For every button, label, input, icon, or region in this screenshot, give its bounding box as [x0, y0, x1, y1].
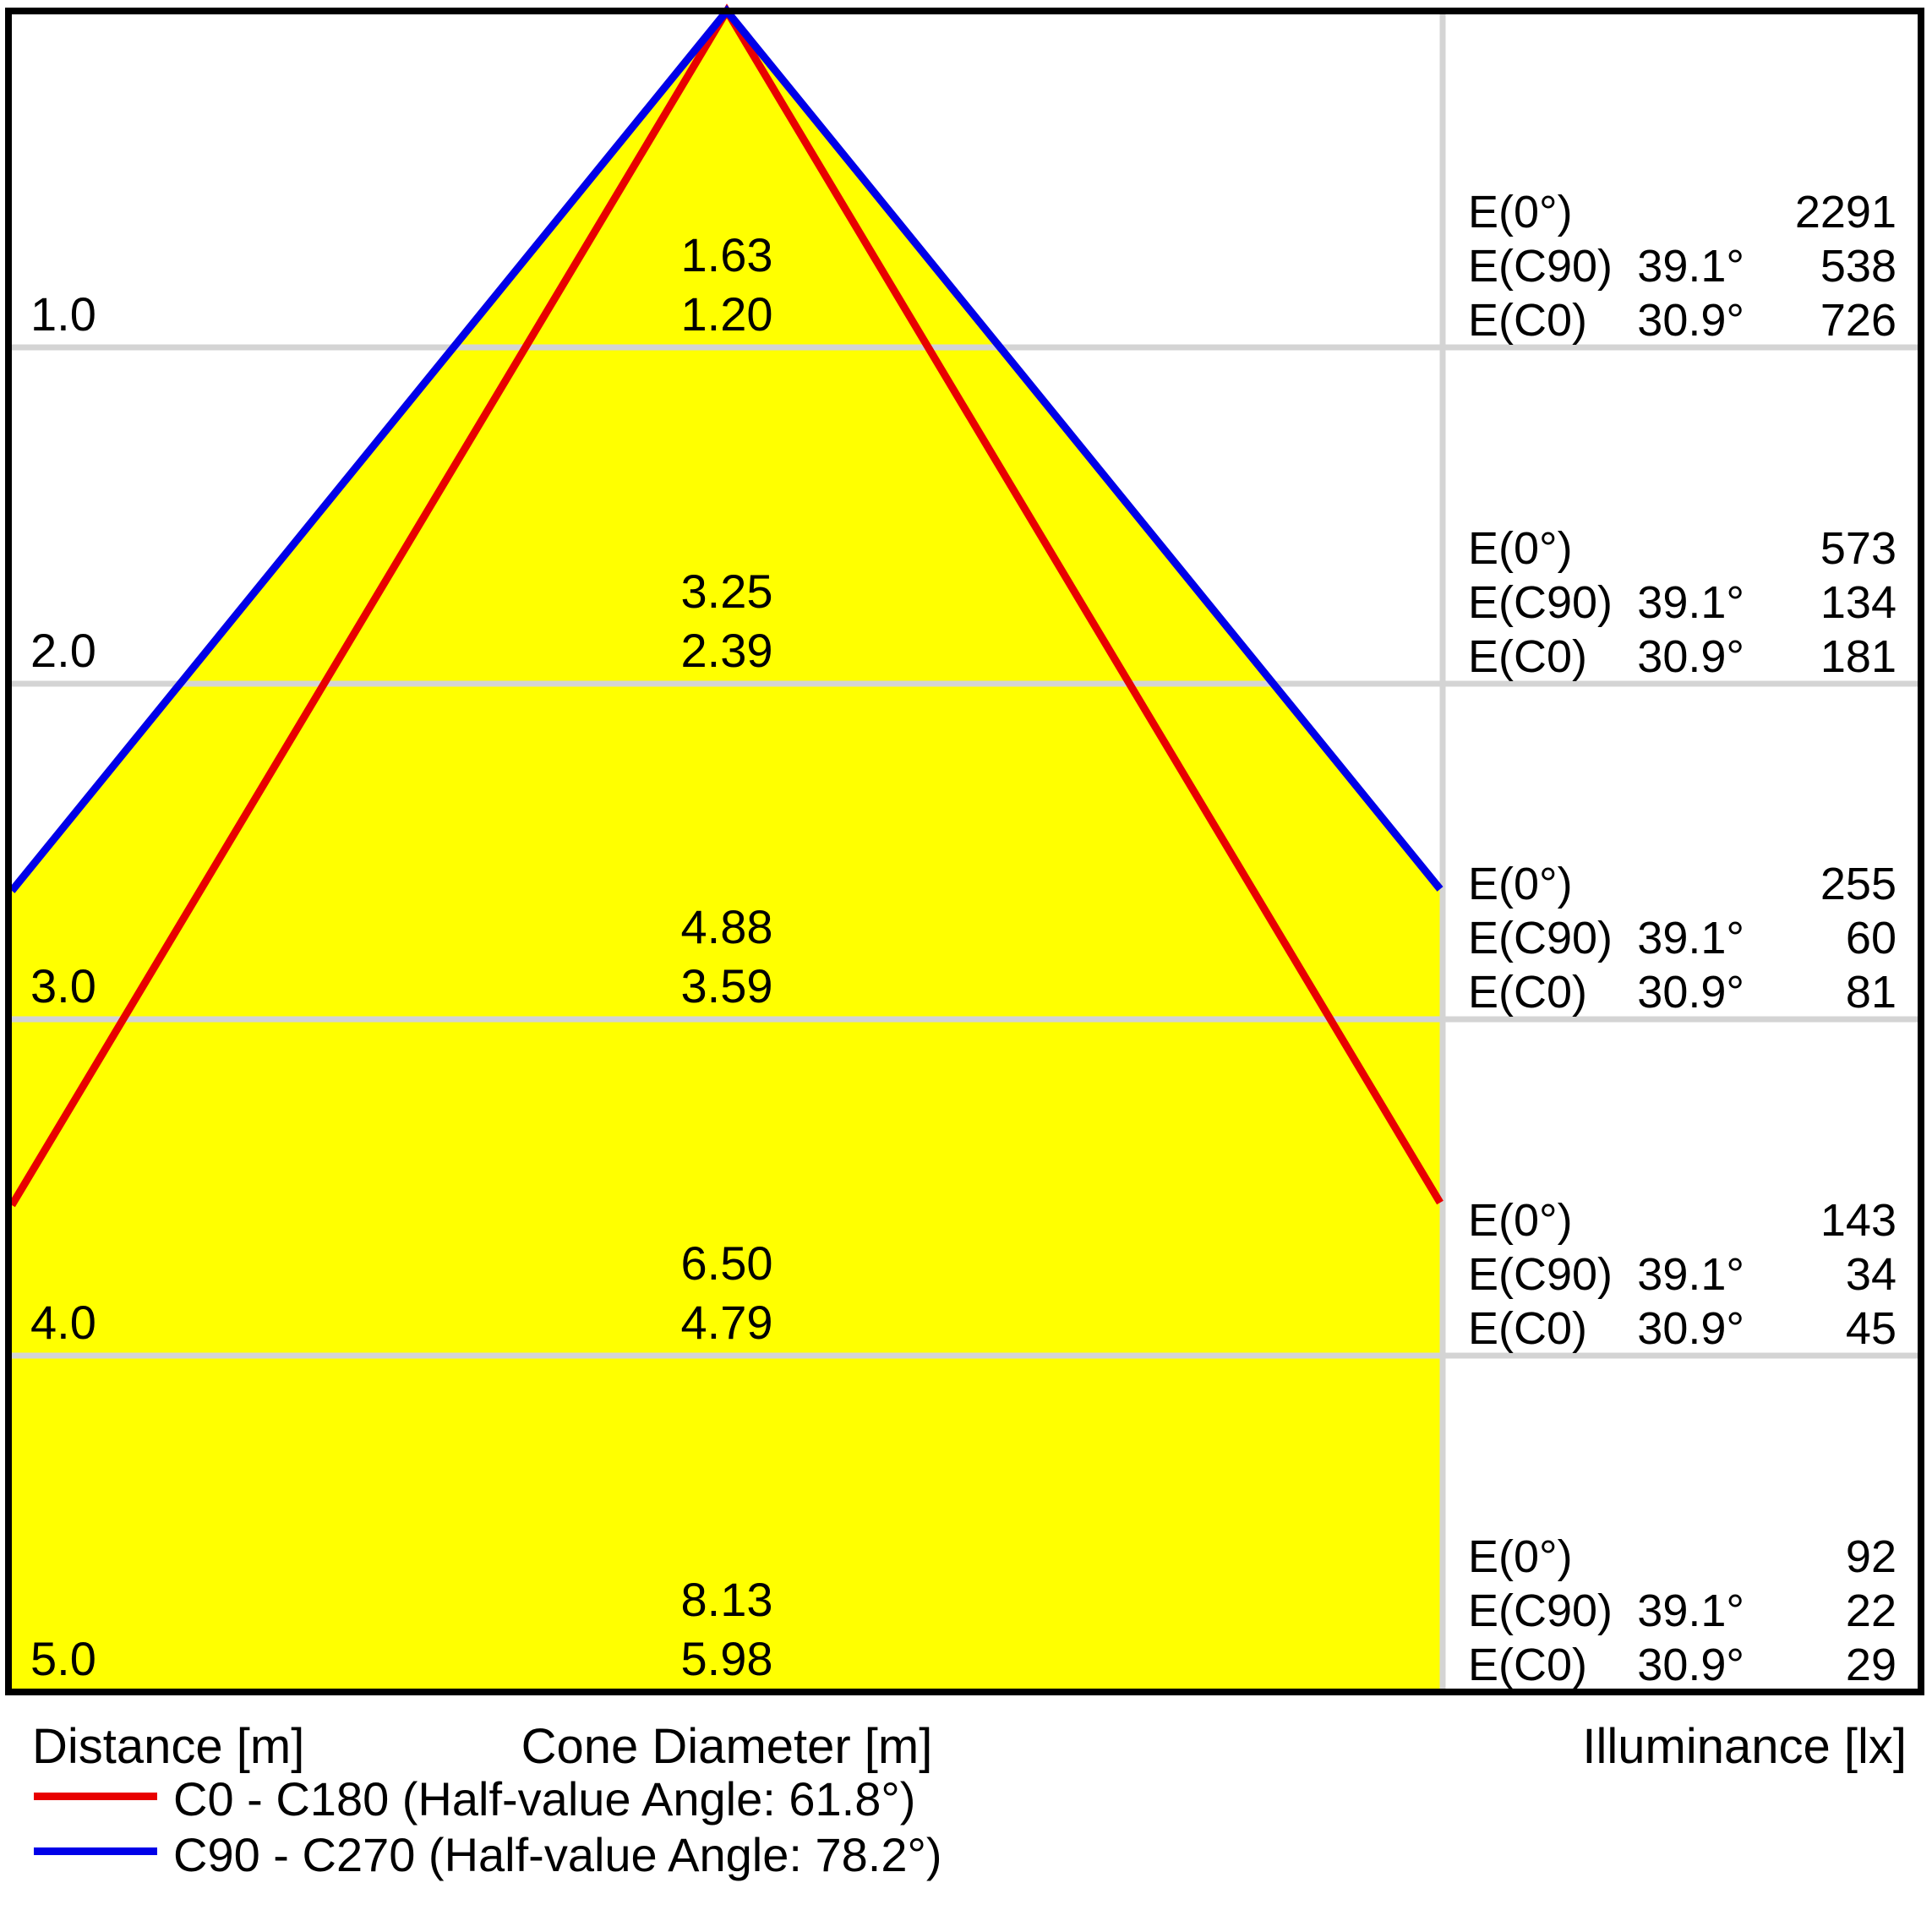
- ec90-label: E(C90): [1468, 577, 1613, 628]
- e0-label: E(0°): [1468, 1195, 1573, 1246]
- e0-value: 573: [1820, 523, 1897, 574]
- ec0-label: E(C0): [1468, 631, 1588, 682]
- illuminance-block-2: E(0°) 573 E(C90) 39.1° 134 E(C0) 30.9° 1…: [1468, 521, 1897, 684]
- e0-label: E(0°): [1468, 1531, 1573, 1582]
- diameter-pair-5: 8.13 5.98: [516, 1570, 938, 1689]
- e0-angle: [1637, 857, 1744, 911]
- ec0-label: E(C0): [1468, 967, 1588, 1018]
- ec0-value: 81: [1845, 967, 1897, 1018]
- ec0-angle: 30.9°: [1637, 631, 1744, 682]
- e0-angle: [1637, 1530, 1744, 1584]
- e0-value: 2291: [1794, 187, 1897, 237]
- diameter-c0-value: 1.20: [680, 287, 773, 341]
- distance-label-2: 2.0: [30, 624, 96, 677]
- ec90-value: 60: [1845, 913, 1897, 963]
- ec0-value: 181: [1820, 631, 1897, 682]
- e0-angle: [1637, 185, 1744, 239]
- diameter-pair-1: 1.63 1.20: [516, 226, 938, 344]
- diameter-c90-value: 1.63: [680, 228, 773, 281]
- e0-value: 143: [1820, 1195, 1897, 1246]
- ec90-label: E(C90): [1468, 241, 1613, 292]
- diameter-c90-value: 8.13: [680, 1573, 773, 1626]
- ec0-value: 45: [1845, 1303, 1897, 1354]
- ec90-value: 34: [1845, 1249, 1897, 1300]
- ec90-angle: 39.1°: [1637, 913, 1744, 963]
- ec90-angle: 39.1°: [1637, 1249, 1744, 1300]
- ec0-label: E(C0): [1468, 1303, 1588, 1354]
- e0-label: E(0°): [1468, 859, 1573, 909]
- illuminance-block-3: E(0°) 255 E(C90) 39.1° 60 E(C0) 30.9° 81: [1468, 857, 1897, 1019]
- diameter-c0-value: 4.79: [680, 1296, 773, 1349]
- diameter-c90-value: 6.50: [680, 1236, 773, 1290]
- diameter-c90-value: 4.88: [680, 900, 773, 953]
- e0-angle: [1637, 521, 1744, 576]
- ec0-value: 29: [1845, 1640, 1897, 1690]
- e0-angle: [1637, 1193, 1744, 1247]
- e0-value: 255: [1820, 859, 1897, 909]
- c90-legend-line-swatch: [34, 1847, 157, 1855]
- diameter-c90-value: 3.25: [680, 565, 773, 618]
- ec0-angle: 30.9°: [1637, 967, 1744, 1018]
- ec90-angle: 39.1°: [1637, 577, 1744, 628]
- diameter-c0-value: 2.39: [680, 624, 773, 677]
- ec90-label: E(C90): [1468, 1585, 1613, 1636]
- distance-label-5: 5.0: [30, 1632, 96, 1685]
- ec90-angle: 39.1°: [1637, 241, 1744, 292]
- ec0-angle: 30.9°: [1637, 1640, 1744, 1690]
- ec0-angle: 30.9°: [1637, 1303, 1744, 1354]
- ec0-label: E(C0): [1468, 1640, 1588, 1690]
- e0-value: 92: [1845, 1531, 1897, 1582]
- ec90-angle: 39.1°: [1637, 1585, 1744, 1636]
- diameter-pair-4: 6.50 4.79: [516, 1234, 938, 1352]
- chart-border: [5, 8, 1924, 1695]
- illuminance-block-5: E(0°) 92 E(C90) 39.1° 22 E(C0) 30.9° 29: [1468, 1530, 1897, 1692]
- diameter-pair-3: 4.88 3.59: [516, 898, 938, 1016]
- e0-label: E(0°): [1468, 523, 1573, 574]
- distance-label-1: 1.0: [30, 287, 96, 341]
- c90-legend-label: C90 - C270 (Half-value Angle: 78.2°): [173, 1828, 942, 1881]
- illuminance-block-1: E(0°) 2291 E(C90) 39.1° 538 E(C0) 30.9° …: [1468, 185, 1897, 347]
- ec90-label: E(C90): [1468, 1249, 1613, 1300]
- diameter-c0-value: 3.59: [680, 959, 773, 1012]
- ec90-value: 22: [1845, 1585, 1897, 1636]
- diameter-pair-2: 3.25 2.39: [516, 562, 938, 680]
- distance-label-4: 4.0: [30, 1296, 96, 1349]
- cone-fill: [12, 11, 1440, 1689]
- illuminance-axis-label: Illuminance [lx]: [1582, 1719, 1907, 1774]
- ec90-value: 538: [1820, 241, 1897, 292]
- ec0-angle: 30.9°: [1637, 295, 1744, 346]
- ec0-label: E(C0): [1468, 295, 1588, 346]
- c0-legend-label: C0 - C180 (Half-value Angle: 61.8°): [173, 1772, 916, 1826]
- c0-legend-line-swatch: [34, 1793, 157, 1800]
- illuminance-block-4: E(0°) 143 E(C90) 39.1° 34 E(C0) 30.9° 45: [1468, 1193, 1897, 1356]
- e0-label: E(0°): [1468, 187, 1573, 237]
- ec90-value: 134: [1820, 577, 1897, 628]
- distance-label-3: 3.0: [30, 959, 96, 1012]
- ec0-value: 726: [1820, 295, 1897, 346]
- ec90-label: E(C90): [1468, 913, 1613, 963]
- distance-axis-label: Distance [m]: [32, 1719, 305, 1774]
- cone-diameter-axis-label: Cone Diameter [m]: [521, 1719, 933, 1774]
- diameter-c0-value: 5.98: [680, 1632, 773, 1685]
